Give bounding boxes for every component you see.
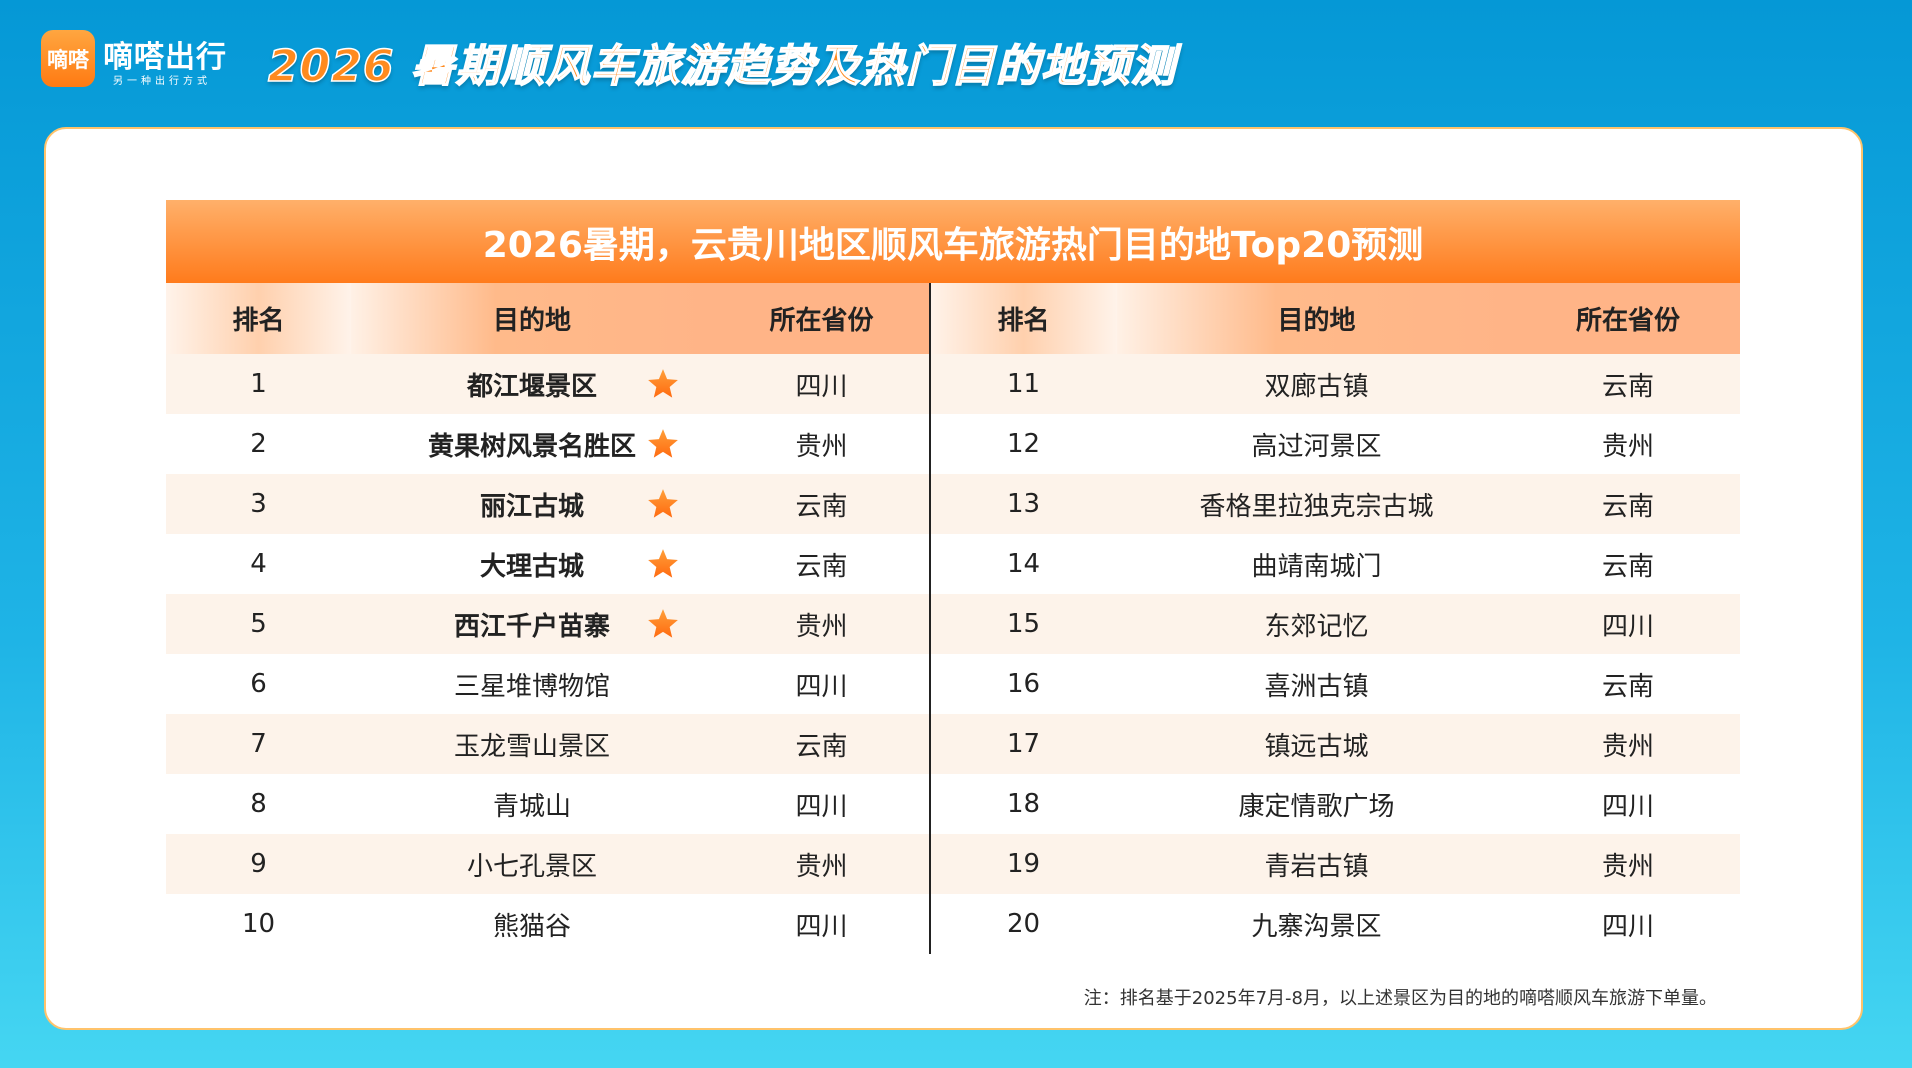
- destination: 熊猫谷: [492, 911, 571, 942]
- star: [646, 427, 680, 461]
- slogan: 另一种出行方式: [113, 76, 211, 87]
- province: 四川: [1601, 611, 1654, 642]
- row-stripe: [166, 534, 1740, 594]
- province: 贵州: [795, 611, 848, 642]
- destination: 曲靖南城门: [1251, 551, 1382, 582]
- logo: 嘀嗒: [41, 30, 95, 87]
- row-stripe: [166, 354, 1740, 414]
- column-header: 排名: [166, 283, 351, 354]
- province: 贵州: [1601, 431, 1654, 462]
- divider: [929, 283, 931, 954]
- province: 四川: [795, 911, 848, 942]
- rank: 3: [250, 489, 267, 519]
- column-header: 所在省份: [713, 283, 930, 354]
- destination: 康定情歌广场: [1238, 791, 1395, 822]
- rank: 1: [250, 369, 267, 399]
- row-stripe: [166, 594, 1740, 654]
- row-stripe: [166, 894, 1740, 954]
- destination: 丽江古城: [479, 491, 584, 522]
- rank: 10: [241, 909, 276, 939]
- star: [646, 607, 680, 641]
- row-stripe: [166, 654, 1740, 714]
- destination: 都江堰景区: [466, 371, 597, 402]
- province: 云南: [795, 551, 848, 582]
- destination: 喜洲古镇: [1264, 671, 1369, 702]
- star-icon: [648, 609, 678, 638]
- province: 云南: [795, 731, 848, 762]
- rank: 16: [1006, 669, 1041, 699]
- star-icon: [648, 549, 678, 578]
- column-header: 排名: [930, 283, 1117, 354]
- destination: 高过河景区: [1251, 431, 1382, 462]
- province: 云南: [795, 491, 848, 522]
- rank: 4: [250, 549, 267, 579]
- destination: 香格里拉独克宗古城: [1199, 491, 1434, 522]
- star: [646, 487, 680, 521]
- province: 贵州: [795, 431, 848, 462]
- rank: 12: [1006, 429, 1041, 459]
- province: 贵州: [1601, 731, 1654, 762]
- rank: 9: [250, 849, 267, 879]
- destination: 镇远古城: [1264, 731, 1369, 762]
- rank: 13: [1006, 489, 1041, 519]
- destination: 西江千户苗寨: [453, 611, 610, 642]
- star-icon: [648, 369, 678, 398]
- destination: 三星堆博物馆: [453, 671, 610, 702]
- rank: 15: [1006, 609, 1041, 639]
- destination: 青城山: [492, 791, 571, 822]
- province: 四川: [795, 671, 848, 702]
- page-title: 2026 暑期顺风车旅游趋势及热门目的地预测: [267, 40, 1176, 93]
- rank: 5: [250, 609, 267, 639]
- province: 云南: [1601, 671, 1654, 702]
- star: [646, 367, 680, 401]
- column-header: 目的地: [351, 283, 713, 354]
- province: 云南: [1601, 371, 1654, 402]
- destination: 大理古城: [479, 551, 584, 582]
- province: 四川: [1601, 911, 1654, 942]
- destination: 东郊记忆: [1264, 611, 1369, 642]
- rank: 14: [1006, 549, 1041, 579]
- note: 注：排名基于2025年7月-8月，以上述景区为目的地的嘀嗒顺风车旅游下单量。: [1083, 988, 1717, 1009]
- rank: 17: [1006, 729, 1041, 759]
- destination: 九寨沟景区: [1251, 911, 1382, 942]
- column-header: 目的地: [1117, 283, 1516, 354]
- rank: 7: [250, 729, 267, 759]
- row-stripe: [166, 414, 1740, 474]
- rank: 2: [250, 429, 267, 459]
- column-header: 所在省份: [1516, 283, 1740, 354]
- table-title: 2026暑期，云贵川地区顺风车旅游热门目的地Top20预测: [166, 200, 1740, 283]
- row-stripe: [166, 834, 1740, 894]
- destination: 青岩古镇: [1264, 851, 1369, 882]
- province: 四川: [795, 791, 848, 822]
- rank: 8: [250, 789, 267, 819]
- destination: 双廊古镇: [1264, 371, 1369, 402]
- brand: 嘀嗒出行: [103, 40, 227, 75]
- province: 四川: [795, 371, 848, 402]
- rank: 18: [1006, 789, 1041, 819]
- row-stripe: [166, 774, 1740, 834]
- destination: 黄果树风景名胜区: [427, 431, 636, 462]
- province: 贵州: [795, 851, 848, 882]
- star-icon: [648, 489, 678, 518]
- star-icon: [648, 429, 678, 458]
- province: 云南: [1601, 491, 1654, 522]
- province: 云南: [1601, 551, 1654, 582]
- destination: 小七孔景区: [466, 851, 597, 882]
- rank: 19: [1006, 849, 1041, 879]
- star: [646, 547, 680, 581]
- row-stripe: [166, 714, 1740, 774]
- province: 贵州: [1601, 851, 1654, 882]
- rank: 6: [250, 669, 267, 699]
- rank: 20: [1006, 909, 1041, 939]
- rank: 11: [1006, 369, 1041, 399]
- destination: 玉龙雪山景区: [453, 731, 610, 762]
- province: 四川: [1601, 791, 1654, 822]
- row-stripe: [166, 474, 1740, 534]
